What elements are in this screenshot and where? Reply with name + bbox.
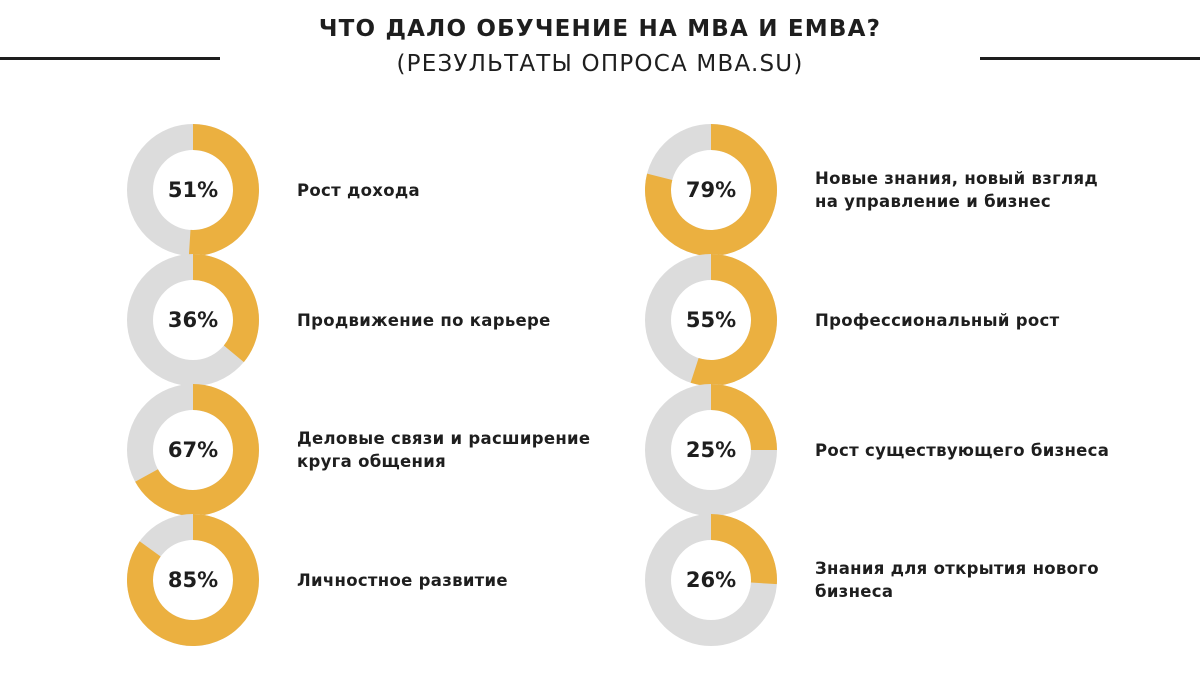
survey-item: 25% Рост существующего бизнеса <box>645 384 1145 516</box>
percent-label: 79% <box>685 178 737 202</box>
donut-svg <box>645 384 777 516</box>
item-label: Рост дохода <box>297 124 597 256</box>
item-label: Продвижение по карьере <box>297 254 597 386</box>
item-label: Деловые связи и расширение круга общения <box>297 384 597 516</box>
donut-svg <box>127 514 259 646</box>
donut-chart: 67% <box>127 384 259 516</box>
percent-label: 51% <box>167 178 219 202</box>
percent-label: 67% <box>167 438 219 462</box>
item-label-text: Рост существующего бизнеса <box>815 440 1110 460</box>
percent-label: 26% <box>685 568 737 592</box>
item-label: Знания для открытия нового бизнеса <box>815 514 1115 646</box>
donut-chart: 79% <box>645 124 777 256</box>
survey-item: 26% Знания для открытия нового бизнеса <box>645 514 1145 646</box>
item-label: Профессиональный рост <box>815 254 1115 386</box>
donut-svg <box>127 124 259 256</box>
survey-item: 51% Рост дохода <box>127 124 627 256</box>
item-label-text: Деловые связи и расширение круга общения <box>297 429 591 471</box>
chart-title: ЧТО ДАЛО ОБУЧЕНИЕ НА MBA И EMBA? <box>318 16 882 42</box>
donut-svg <box>127 254 259 386</box>
donut-chart: 55% <box>645 254 777 386</box>
chart-header: ЧТО ДАЛО ОБУЧЕНИЕ НА MBA И EMBA? (РЕЗУЛЬ… <box>0 0 1200 100</box>
donut-svg <box>127 384 259 516</box>
item-label-text: Профессиональный рост <box>815 310 1060 330</box>
item-label-text: Новые знания, новый взгляд на управление… <box>815 169 1098 211</box>
item-label-text: Рост дохода <box>297 180 420 200</box>
donut-svg <box>645 124 777 256</box>
item-label: Новые знания, новый взгляд на управление… <box>815 124 1115 256</box>
header-rule-right <box>980 57 1200 60</box>
donut-chart: 25% <box>645 384 777 516</box>
donut-value-arc <box>645 124 777 256</box>
item-label: Личностное развитие <box>297 514 597 646</box>
survey-item: 55% Профессиональный рост <box>645 254 1145 386</box>
header-rule-left <box>0 57 220 60</box>
donut-value-arc <box>690 254 777 386</box>
donut-value-arc <box>193 254 259 363</box>
item-label-text: Знания для открытия нового бизнеса <box>815 559 1099 601</box>
donut-svg <box>645 254 777 386</box>
percent-label: 25% <box>685 438 737 462</box>
percent-label: 36% <box>167 308 219 332</box>
item-label-text: Личностное развитие <box>297 570 508 590</box>
donut-value-arc <box>188 124 259 256</box>
donut-value-arc <box>127 514 259 646</box>
donut-value-arc <box>135 384 259 516</box>
donut-svg <box>645 514 777 646</box>
donut-chart: 51% <box>127 124 259 256</box>
donut-value-arc <box>711 384 777 450</box>
percent-label: 85% <box>167 568 219 592</box>
survey-item: 85% Личностное развитие <box>127 514 627 646</box>
item-label-text: Продвижение по карьере <box>297 310 551 330</box>
survey-item: 67% Деловые связи и расширение круга обще… <box>127 384 627 516</box>
donut-chart: 26% <box>645 514 777 646</box>
survey-item: 79% Новые знания, новый взгляд на управле… <box>645 124 1145 256</box>
donut-value-arc <box>711 514 777 585</box>
donut-chart: 36% <box>127 254 259 386</box>
survey-item: 36% Продвижение по карьере <box>127 254 627 386</box>
donut-chart: 85% <box>127 514 259 646</box>
item-label: Рост существующего бизнеса <box>815 384 1115 516</box>
chart-subtitle: (РЕЗУЛЬТАТЫ ОПРОСА MBA.SU) <box>396 51 804 77</box>
percent-label: 55% <box>685 308 737 332</box>
